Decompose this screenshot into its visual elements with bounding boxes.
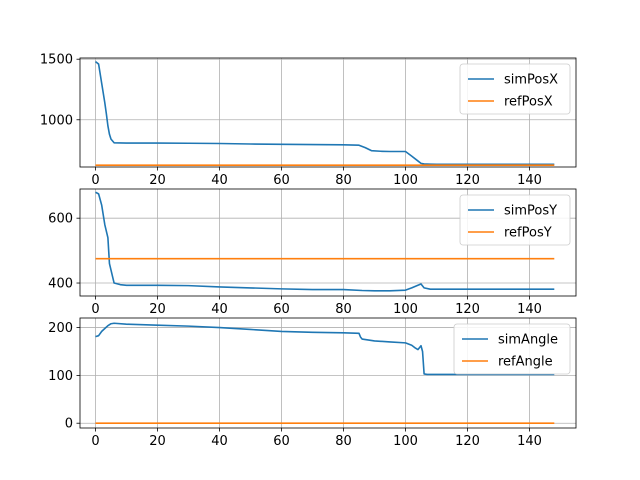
x-tick-label: 40: [211, 434, 228, 449]
x-tick-label: 20: [149, 302, 166, 317]
subplot-3: 0 20 40 60 80 100 120 140 0 100 200 simAngle refAngl…: [48, 317, 577, 449]
x-tick-label: 100: [393, 434, 418, 449]
x-tick-label: 0: [91, 173, 99, 188]
x-tick-label: 60: [273, 173, 290, 188]
x-tick-label: 60: [273, 434, 290, 449]
axes-frame: [79, 57, 577, 168]
x-tick-label: 20: [149, 173, 166, 188]
legend-label: simPosX: [504, 73, 558, 88]
legend: simPosX refPosX: [459, 63, 571, 115]
legend: simPosY refPosY: [459, 194, 571, 246]
legend-label: refPosX: [504, 95, 553, 110]
y-tick-label: 400: [48, 277, 73, 292]
x-tick-label: 80: [335, 173, 352, 188]
x-tick-label: 100: [393, 302, 418, 317]
x-tick-label: 120: [455, 434, 480, 449]
x-tick-label: 140: [517, 434, 542, 449]
series-line-simAngle: [95, 322, 555, 376]
series-line-simPosY: [95, 191, 555, 292]
x-tick-label: 100: [393, 173, 418, 188]
y-tick-label: 0: [65, 417, 73, 432]
x-tick-label: 20: [149, 434, 166, 449]
legend-label: simPosY: [504, 204, 557, 219]
x-tick-label: 60: [273, 302, 290, 317]
legend-label: refPosY: [504, 226, 552, 241]
x-tick-label: 140: [517, 302, 542, 317]
x-tick-label: 0: [91, 434, 99, 449]
x-tick-label: 80: [335, 434, 352, 449]
x-tick-label: 0: [91, 302, 99, 317]
legend: simAngle refAngle: [453, 323, 571, 375]
x-tick-label: 120: [455, 173, 480, 188]
axes-frame: [79, 188, 577, 297]
y-tick-label: 1500: [40, 53, 73, 68]
x-tick-label: 120: [455, 302, 480, 317]
legend-label: simAngle: [498, 333, 558, 348]
series-line-simPosX: [95, 61, 555, 166]
x-tick-label: 80: [335, 302, 352, 317]
y-tick-label: 200: [48, 321, 73, 336]
x-tick-label: 40: [211, 302, 228, 317]
subplot-1: 0 20 40 60 80 100 120 140 1000 1500 simPosX refPosX: [40, 53, 577, 188]
x-tick-label: 40: [211, 173, 228, 188]
x-tick-label: 140: [517, 173, 542, 188]
y-tick-label: 100: [48, 369, 73, 384]
y-tick-label: 1000: [40, 113, 73, 128]
axes-frame: [79, 317, 577, 429]
subplot-2: 0 20 40 60 80 100 120 140 400 600 simPosY refPosY: [48, 188, 577, 317]
legend-label: refAngle: [498, 355, 553, 370]
y-tick-label: 600: [48, 212, 73, 227]
